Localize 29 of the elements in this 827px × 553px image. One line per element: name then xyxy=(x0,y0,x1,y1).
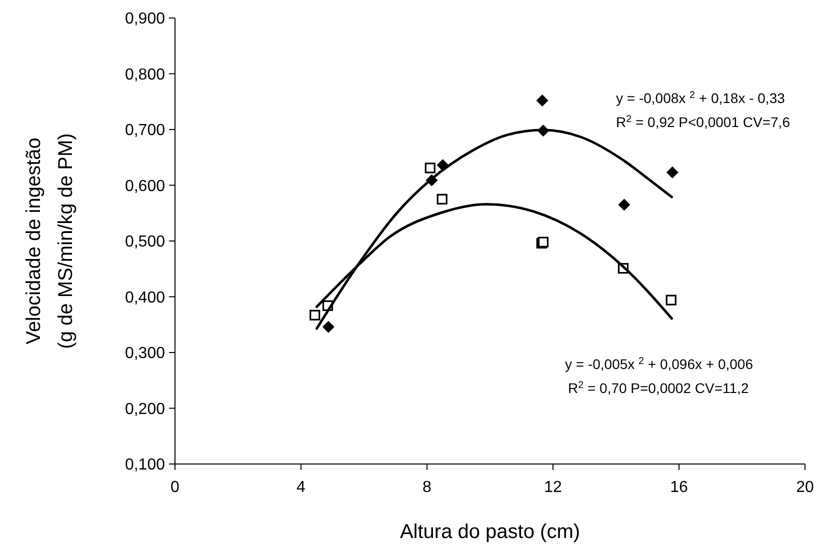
annotation: y = -0,005x $^{2}$ + 0,096x + 0,006 xyxy=(565,356,754,372)
annotation: R$^{2}$ = 0,92 P<0,0001 CV=7,6 xyxy=(616,114,790,130)
point xyxy=(424,162,436,174)
point xyxy=(322,320,334,333)
y-tick-label: 0,900 xyxy=(124,10,166,28)
x-tick-label: 8 xyxy=(422,479,432,496)
point xyxy=(310,310,320,320)
annotation: R$^{2}$ = 0,70 P=0,0002 CV=11,2 xyxy=(568,380,749,396)
point xyxy=(666,294,676,306)
x-tick-label: 12 xyxy=(544,479,562,496)
point xyxy=(666,166,678,178)
point xyxy=(618,198,630,211)
y-tick-label: 0,600 xyxy=(124,178,166,195)
x-tick-label: 20 xyxy=(796,479,814,496)
x-tick-label: 16 xyxy=(670,479,688,496)
y-tick-label: 0,400 xyxy=(124,289,166,306)
y-tick-label: 0,100 xyxy=(124,456,166,474)
y-tick-label: 0,500 xyxy=(124,234,166,251)
annotation: y = -0,008x $^{2}$ + 0,18x - 0,33 xyxy=(616,90,786,106)
x-tick-label: 4 xyxy=(296,479,306,496)
point xyxy=(436,194,448,204)
y-tick-label: 0,800 xyxy=(124,66,166,84)
x-tick-label: 0 xyxy=(170,479,180,496)
x-axis-title: Altura do pasto (cm) xyxy=(400,521,580,543)
y-axis-title: Velocidade de ingestão (g de MS/min/kg de PM) xyxy=(23,133,77,349)
y-tick-label: 0,200 xyxy=(124,400,166,418)
point xyxy=(536,94,548,107)
y-tick-label: 0,300 xyxy=(124,345,166,362)
y-tick-label: 0,700 xyxy=(124,122,166,140)
